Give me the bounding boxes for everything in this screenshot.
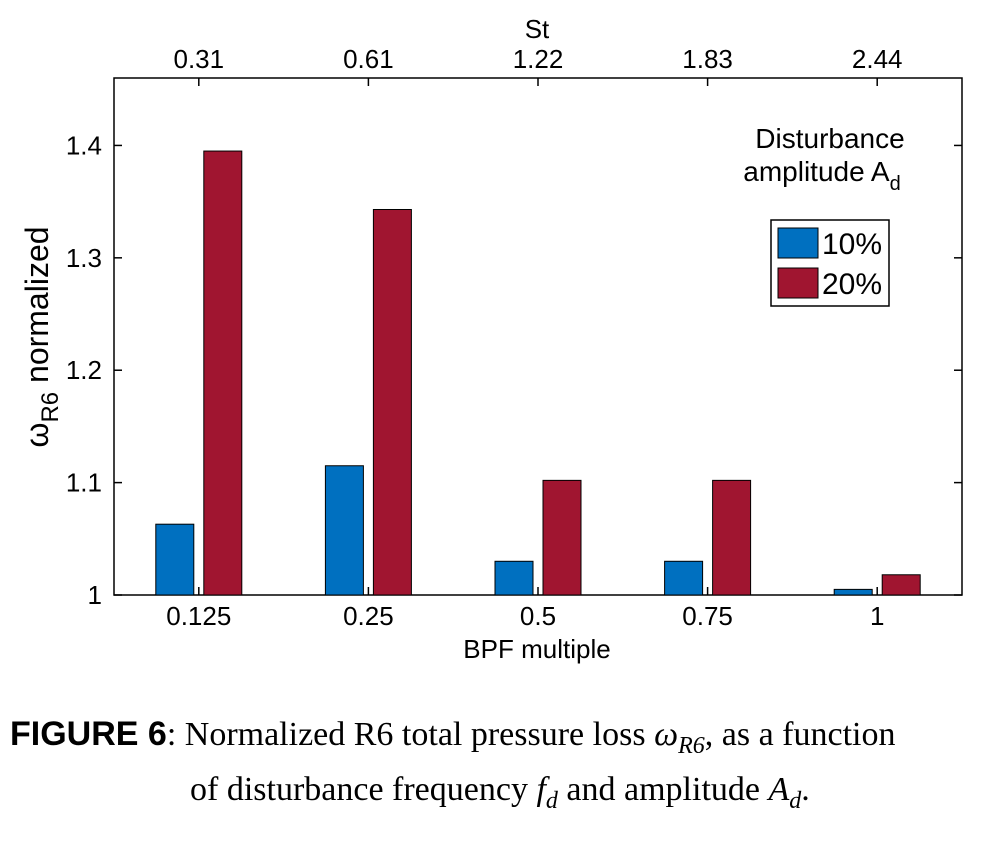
bar-10pct-0.75 [664, 560, 704, 596]
bar-20pct-0.75 [712, 479, 752, 596]
legend-title-line1: Disturbance [755, 123, 904, 154]
caption-omega-symbol: ω [654, 716, 679, 753]
y-tick-label: 1.4 [66, 130, 102, 160]
x-tick-label: 0.75 [682, 601, 733, 631]
bar-chart: 1 1.1 1.2 1.3 1.4 0.125 0.25 0.5 0.75 1 0.31 0.61… [19, 14, 963, 664]
x-axis-title: BPF multiple [463, 634, 610, 664]
bar-20pct-0.125 [203, 150, 243, 596]
top-tick-label: 1.22 [513, 44, 564, 74]
legend-swatch-20pct [777, 267, 819, 299]
top-tick-label: 0.61 [343, 44, 394, 74]
y-tick-label: 1.1 [66, 468, 102, 498]
caption-text-4: and amplitude [557, 771, 769, 808]
legend-label-20pct: 20% [822, 268, 882, 301]
caption-figure-label: FIGURE 6 [10, 715, 167, 753]
bars-group [155, 150, 921, 596]
bar-20pct-0.5 [542, 479, 582, 596]
caption-text-2: , as a function [704, 716, 896, 753]
y-axis-title-symbol: ω [19, 423, 55, 448]
y-tick-label: 1.2 [66, 355, 102, 385]
y-tick-label: 1 [88, 580, 102, 610]
x-tick-label: 0.125 [166, 601, 231, 631]
y-axis-title-rest: normalized [19, 226, 55, 391]
caption-a-symbol: A [768, 771, 790, 808]
x-tick-label: 0.25 [343, 601, 394, 631]
bar-10pct-0.25 [324, 465, 364, 596]
x-tick-label: 1 [870, 601, 884, 631]
top-tick-label: 2.44 [852, 44, 903, 74]
caption-omega-subscript: R6 [678, 733, 705, 759]
top-axis-ticks: 0.31 0.61 1.22 1.83 2.44 [173, 44, 903, 86]
caption-f-subscript: d [545, 788, 558, 814]
caption-f-symbol: f [536, 771, 546, 808]
legend-title-subscript: d [890, 173, 901, 195]
y-axis-ticks: 1 1.1 1.2 1.3 1.4 [66, 130, 962, 610]
caption-line-2: of disturbance frequency fd and amplitud… [10, 768, 990, 823]
figure-caption: FIGURE 6: Normalized R6 total pressure l… [10, 712, 990, 823]
legend-swatch-10pct [777, 227, 819, 259]
top-tick-label: 1.83 [682, 44, 733, 74]
legend-title-text: amplitude A [743, 156, 890, 187]
caption-text-1: Normalized R6 total pressure loss [176, 716, 655, 753]
caption-text-5: . [801, 771, 810, 808]
caption-text-3: of disturbance frequency [190, 771, 537, 808]
top-axis-title: St [525, 14, 550, 44]
bar-20pct-0.25 [372, 208, 412, 596]
bar-10pct-0.5 [494, 560, 534, 596]
y-axis-title-subscript: R6 [37, 392, 64, 423]
x-tick-label: 0.5 [520, 601, 556, 631]
legend-title-line2: amplitude Ad [743, 156, 900, 195]
x-axis-ticks: 0.125 0.25 0.5 0.75 1 [166, 587, 884, 631]
caption-separator: : [166, 716, 177, 753]
bar-10pct-1 [833, 588, 873, 596]
bar-20pct-1 [881, 574, 921, 596]
y-tick-label: 1.3 [66, 243, 102, 273]
caption-a-subscript: d [789, 788, 802, 814]
top-tick-label: 0.31 [173, 44, 224, 74]
legend-label-10pct: 10% [822, 228, 882, 261]
y-axis-title: ωR6 normalized [19, 226, 64, 447]
bar-10pct-0.125 [155, 523, 195, 596]
